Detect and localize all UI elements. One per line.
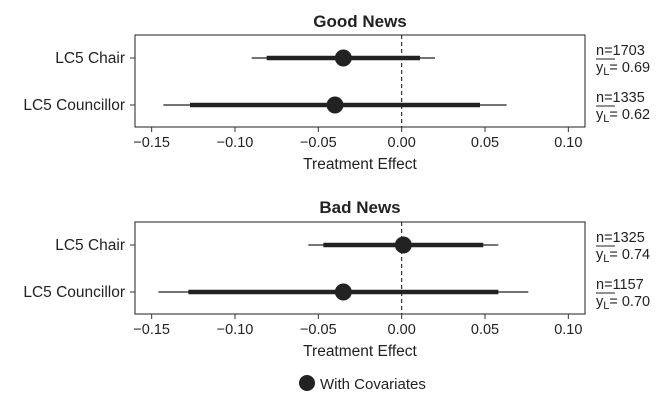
legend: With Covariates (299, 375, 426, 393)
x-tick-label: −0.05 (300, 322, 337, 338)
panel-good-news: Good News −0.15 −0.10 −0.05 0.00 0.05 0.10 LC5… (23, 12, 650, 173)
x-tick-label: 0.00 (388, 322, 416, 338)
x-tick-label: −0.15 (133, 135, 170, 151)
mean-outcome-label: yL= 0.70 (596, 294, 650, 312)
x-tick-label: −0.10 (217, 135, 254, 151)
mean-outcome-label: yL= 0.69 (596, 60, 650, 78)
panel-title: Bad News (319, 198, 400, 217)
x-axis-label: Treatment Effect (303, 343, 417, 360)
row-label: LC5 Chair (55, 50, 125, 67)
x-tick-label: 0.00 (388, 135, 416, 151)
x-axis-label: Treatment Effect (303, 156, 417, 173)
plot-frame (134, 34, 586, 128)
point-estimate (326, 96, 344, 114)
x-tick-label: 0.05 (471, 322, 499, 338)
panel-marks: −0.15 −0.10 −0.05 0.00 0.05 0.10 LC5 Chair n=13… (23, 222, 650, 338)
sample-size-label: n=1703 (596, 43, 645, 59)
legend-label: With Covariates (320, 376, 426, 393)
row-label: LC5 Chair (55, 237, 125, 254)
panel-bad-news: Bad News −0.15 −0.10 −0.05 0.00 0.05 0.10 LC5 … (23, 198, 650, 360)
panel-title: Good News (313, 12, 407, 31)
panel-marks: −0.15 −0.10 −0.05 0.00 0.05 0.10 LC5 Chair n=17… (23, 35, 650, 151)
point-estimate (334, 283, 352, 301)
x-tick-label: 0.10 (554, 322, 582, 338)
x-tick-label: −0.15 (133, 322, 170, 338)
row-label: LC5 Councillor (23, 284, 125, 301)
point-estimate (394, 236, 412, 254)
x-tick-label: −0.05 (300, 135, 337, 151)
row-label: LC5 Councillor (23, 97, 125, 114)
x-tick-label: 0.05 (471, 135, 499, 151)
plot-frame (134, 221, 586, 315)
legend-marker (299, 375, 315, 391)
sample-size-label: n=1325 (596, 230, 645, 246)
x-tick-label: 0.10 (554, 135, 582, 151)
x-tick-label: −0.10 (217, 322, 254, 338)
mean-outcome-label: yL= 0.62 (596, 107, 650, 125)
sample-size-label: n=1335 (596, 90, 645, 106)
point-estimate (334, 49, 352, 67)
sample-size-label: n=1157 (596, 277, 644, 293)
mean-outcome-label: yL= 0.74 (596, 247, 650, 265)
